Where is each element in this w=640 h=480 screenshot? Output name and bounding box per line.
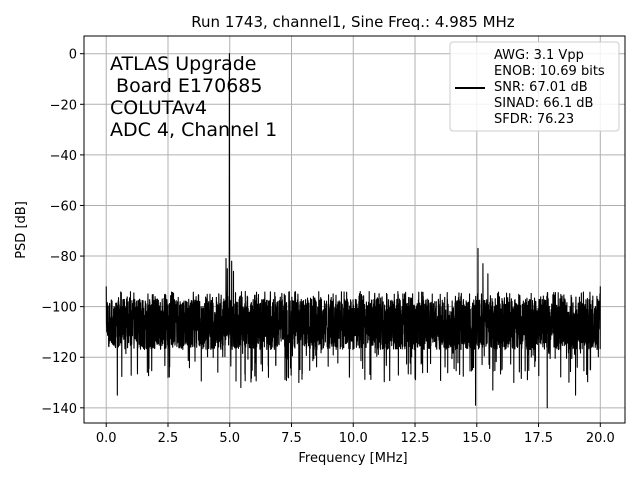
- y-tick-label: −140: [41, 402, 77, 417]
- y-axis-label: PSD [dB]: [14, 201, 29, 259]
- x-tick-label: 2.5: [158, 431, 179, 446]
- x-tick-label: 10.0: [339, 431, 368, 446]
- chart-title: Run 1743, channel1, Sine Freq.: 4.985 MH…: [191, 13, 515, 31]
- x-tick-label: 15.0: [462, 431, 491, 446]
- annotation-line: ATLAS Upgrade: [110, 53, 256, 75]
- x-tick-label: 20.0: [586, 431, 615, 446]
- run-annotation: ATLAS Upgrade Board E170685 COLUTAv4 ADC…: [110, 53, 277, 141]
- annotation-line: ADC 4, Channel 1: [110, 119, 277, 141]
- psd-series: [105, 53, 601, 409]
- y-tick-label: 0: [69, 48, 77, 63]
- legend-entry: AWG: 3.1 Vpp: [494, 48, 584, 63]
- x-tick-label: 17.5: [524, 431, 553, 446]
- y-tick-label: −100: [41, 301, 77, 316]
- psd-line: [105, 53, 601, 409]
- y-tick-label: −60: [50, 199, 77, 214]
- y-tick-label: −120: [41, 351, 77, 366]
- annotation-line: COLUTAv4: [110, 97, 207, 119]
- legend-entry: SINAD: 66.1 dB: [494, 96, 593, 111]
- y-tick-label: −20: [50, 98, 77, 113]
- x-tick-label: 12.5: [401, 431, 430, 446]
- annotation-line: Board E170685: [110, 75, 262, 97]
- x-axis-label: Frequency [MHz]: [298, 451, 407, 466]
- x-tick-label: 0.0: [96, 431, 117, 446]
- x-ticks: 0.0 2.5 5.0 7.5 10.0 12.5 15.0 17.5 20.0: [96, 423, 615, 446]
- plot-frame: [83, 35, 626, 424]
- legend-entry: SFDR: 76.23: [494, 112, 574, 127]
- legend-entry: SNR: 67.01 dB: [494, 80, 588, 95]
- x-tick-label: 5.0: [219, 431, 240, 446]
- y-tick-label: −40: [50, 149, 77, 164]
- x-tick-label: 7.5: [281, 431, 302, 446]
- y-tick-label: −80: [50, 250, 77, 265]
- grid: [84, 36, 625, 423]
- legend-box: [449, 41, 620, 132]
- y-ticks: 0 −20 −40 −60 −80 −100 −120 −140: [41, 48, 84, 417]
- legend: AWG: 3.1 Vpp ENOB: 10.69 bits SNR: 67.01…: [449, 41, 620, 132]
- legend-entry: ENOB: 10.69 bits: [494, 64, 605, 79]
